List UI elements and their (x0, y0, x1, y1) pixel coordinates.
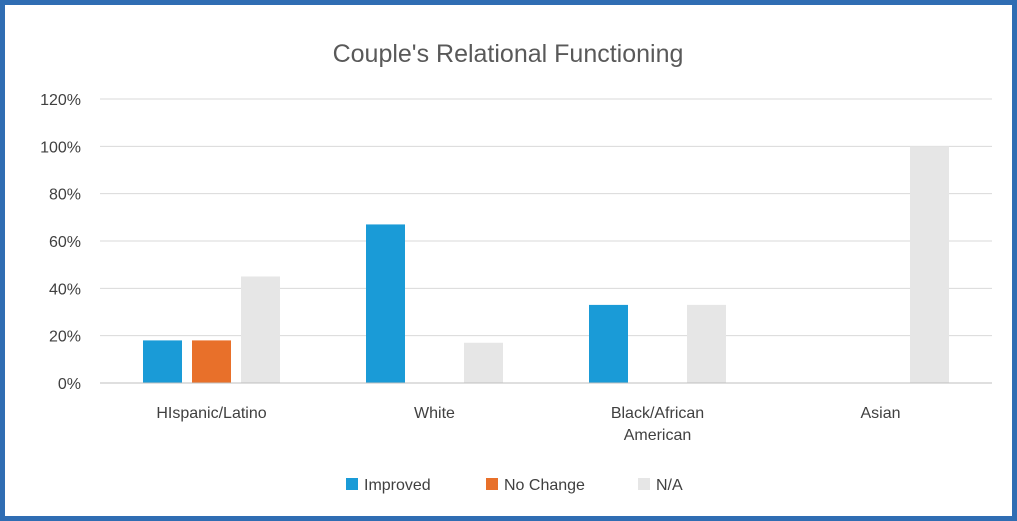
legend-swatch (346, 478, 358, 490)
bar-n-a (241, 276, 280, 383)
legend-swatch (486, 478, 498, 490)
bar-improved (143, 340, 182, 383)
y-axis-ticks: 0% 20% 40% 60% 80% 100% 120% (40, 92, 81, 393)
y-tick-label: 120% (40, 92, 81, 109)
gridlines (100, 98, 992, 337)
legend-label: N/A (656, 477, 683, 494)
bars (143, 146, 949, 383)
bar-n-a (464, 342, 503, 383)
x-category-label: HIspanic/Latino (156, 405, 266, 422)
bar-n-a (910, 146, 949, 383)
bar-n-a (687, 304, 726, 383)
x-category-label: White (414, 405, 455, 422)
chart-title: Couple's Relational Functioning (333, 40, 684, 68)
legend: Improved No Change N/A (346, 477, 683, 494)
y-tick-label: 40% (49, 281, 81, 298)
legend-label: No Change (504, 477, 585, 494)
bar-no-change (192, 340, 231, 383)
legend-swatch (638, 478, 650, 490)
y-tick-label: 60% (49, 234, 81, 251)
y-tick-label: 80% (49, 187, 81, 204)
y-tick-label: 100% (40, 139, 81, 156)
x-axis-categories: HIspanic/Latino White Black/African America… (156, 405, 900, 444)
bar-improved (366, 224, 405, 383)
y-tick-label: 0% (58, 376, 81, 393)
bar-improved (589, 304, 628, 383)
legend-label: Improved (364, 477, 431, 494)
y-tick-label: 20% (49, 329, 81, 346)
x-category-label: American (624, 427, 692, 444)
x-category-label: Black/African (611, 405, 704, 422)
x-category-label: Asian (860, 405, 900, 422)
